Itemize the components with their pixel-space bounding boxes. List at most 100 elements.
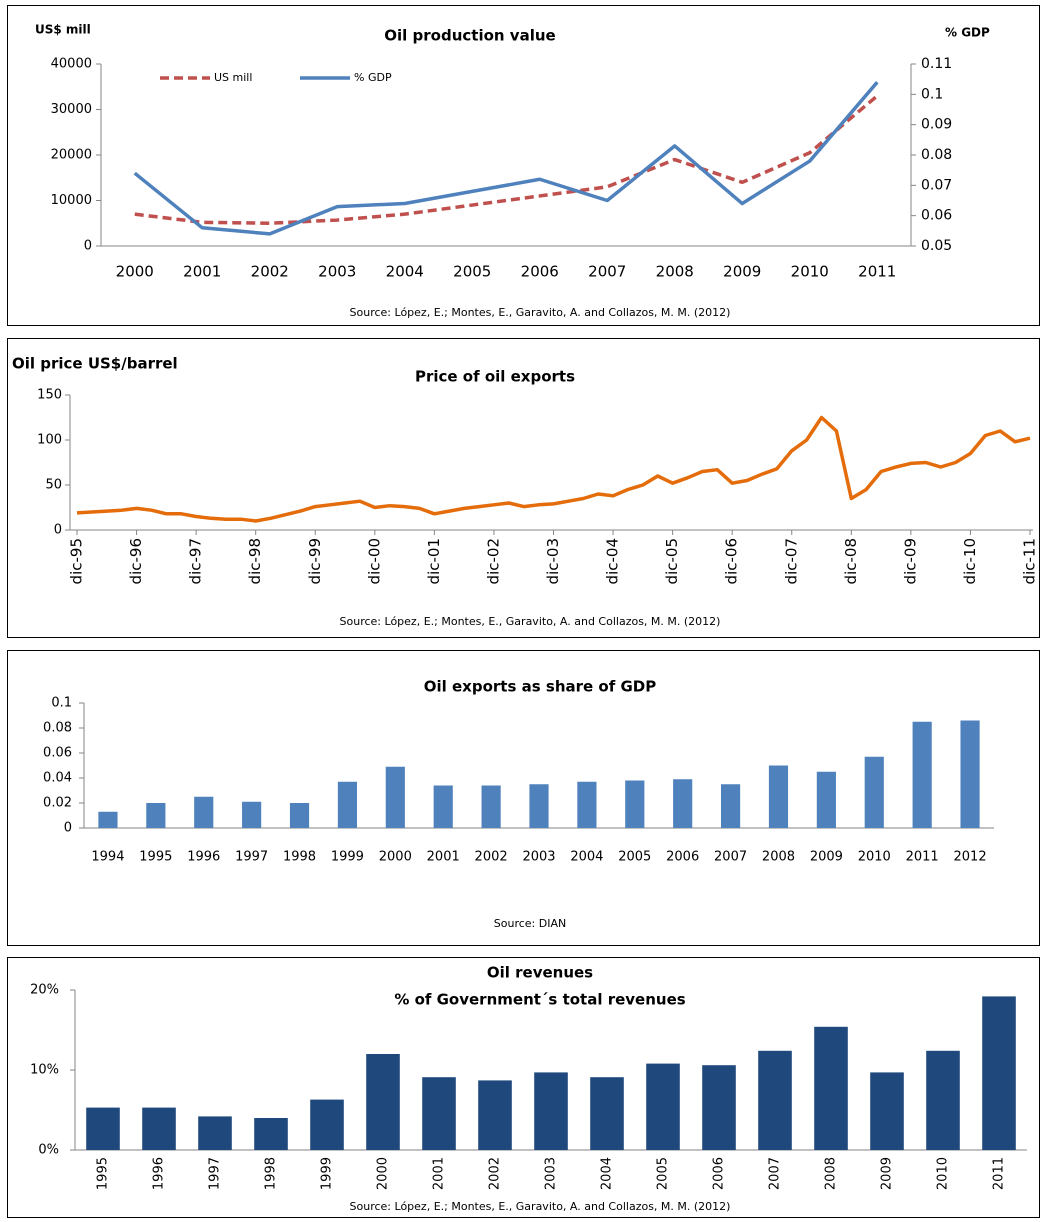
bar — [870, 1072, 904, 1150]
bar — [254, 1118, 288, 1150]
x-tick-label: dic-00 — [365, 538, 383, 584]
line — [76, 415, 1031, 523]
y-tick-label: 10000 — [51, 193, 92, 208]
y-axis-label: US$ mill — [35, 23, 91, 37]
x-tick-label: 2001 — [432, 1157, 447, 1190]
source: Source: López, E.; Montes, E., Garavito,… — [350, 306, 731, 319]
x-tick-label: dic-04 — [604, 538, 622, 584]
x-tick-label: dic-98 — [246, 538, 264, 584]
legend-label: US mill — [214, 71, 252, 84]
y-tick-label: 30000 — [51, 102, 92, 117]
x-tick-label: 2003 — [522, 850, 555, 865]
y2-tick-label: 0.06 — [921, 208, 952, 224]
y-tick-label: 0.1 — [51, 696, 72, 711]
bar — [982, 996, 1016, 1150]
x-tick-label: 2004 — [386, 263, 424, 281]
source: Source: López, E.; Montes, E., Garavito,… — [350, 1200, 731, 1213]
bar — [146, 803, 166, 828]
x-tick-label: 2003 — [318, 263, 356, 281]
x-tick-label: dic-05 — [663, 538, 681, 584]
x-tick-label: 2000 — [379, 850, 412, 865]
x-tick-label: 2001 — [183, 263, 221, 281]
x-tick-label: 2009 — [880, 1157, 895, 1190]
x-tick-label: 2011 — [858, 263, 896, 281]
x-tick-label: 2002 — [475, 850, 508, 865]
x-tick-label: 2001 — [427, 850, 460, 865]
y-tick-label: 0 — [54, 523, 62, 538]
bar — [814, 1026, 848, 1150]
x-tick-label: 2005 — [453, 263, 491, 281]
bar — [702, 1065, 736, 1150]
bar — [926, 1050, 960, 1150]
bar — [673, 779, 693, 828]
bar — [433, 785, 453, 828]
panel — [7, 5, 1040, 326]
x-tick-label: 2010 — [936, 1157, 951, 1190]
x-tick-label: 1998 — [283, 850, 316, 865]
y-tick-label: 50 — [45, 478, 62, 493]
bar — [98, 811, 118, 828]
x-tick-label: 2011 — [992, 1157, 1007, 1190]
x-tick-label: 2004 — [600, 1157, 615, 1190]
bar — [86, 1107, 120, 1150]
bar — [529, 784, 549, 828]
x-tick-label: dic-06 — [723, 538, 741, 584]
x-tick-label: dic-10 — [961, 538, 979, 584]
x-tick-label: dic-11 — [1021, 538, 1039, 584]
y-tick-label: 40000 — [51, 57, 92, 72]
bar — [198, 1116, 232, 1150]
x-tick-label: 2006 — [712, 1157, 727, 1190]
bar — [625, 780, 645, 828]
panel — [7, 957, 1040, 1218]
bar — [864, 756, 884, 828]
y-tick-label: 10% — [30, 1063, 59, 1078]
x-tick-label: 1995 — [139, 850, 172, 865]
x-tick-label: dic-01 — [425, 538, 443, 584]
y2-tick-label: 0.05 — [921, 238, 952, 254]
x-tick-label: 2009 — [810, 850, 843, 865]
x-tick-label: 2007 — [588, 263, 626, 281]
bar — [289, 803, 310, 828]
bar — [337, 781, 357, 828]
x-tick-label: 2012 — [954, 850, 987, 865]
chart-title: Oil exports as share of GDP — [424, 678, 656, 696]
x-tick-label: 1995 — [96, 1157, 111, 1190]
y2-tick-label: 0.07 — [921, 177, 952, 193]
x-tick-label: 2008 — [762, 850, 795, 865]
x-tick-label: 2006 — [666, 850, 699, 865]
x-tick-label: dic-02 — [484, 538, 502, 584]
bar — [534, 1072, 568, 1150]
bar — [646, 1063, 680, 1150]
bar — [816, 771, 836, 828]
x-tick-label: 1998 — [264, 1157, 279, 1190]
bar — [912, 721, 932, 828]
line — [133, 81, 879, 236]
bar — [478, 1080, 512, 1150]
x-tick-label: 2007 — [714, 850, 747, 865]
x-tick-label: dic-07 — [782, 538, 800, 584]
x-tick-label: 2007 — [768, 1157, 783, 1190]
x-tick-label: 2003 — [544, 1157, 559, 1190]
x-tick-label: 2006 — [521, 263, 559, 281]
x-tick-label: 2000 — [376, 1157, 391, 1190]
y-tick-label: 0.02 — [43, 796, 72, 811]
x-tick-label: dic-99 — [306, 538, 324, 584]
line — [134, 94, 879, 225]
y-tick-label: 150 — [37, 388, 62, 403]
y2-axis-label: % GDP — [945, 26, 990, 40]
chart-title: Oil production value — [384, 27, 555, 45]
chart-subtitle: % of Government´s total revenues — [394, 991, 685, 1009]
y2-tick-label: 0.1 — [921, 86, 943, 102]
x-tick-label: dic-95 — [68, 538, 86, 584]
source: Source: DIAN — [494, 917, 566, 930]
panel — [7, 338, 1040, 638]
bar — [366, 1054, 400, 1150]
x-tick-label: 1997 — [235, 850, 268, 865]
x-tick-label: 1996 — [152, 1157, 167, 1190]
x-tick-label: 2008 — [824, 1157, 839, 1190]
bar — [481, 785, 501, 828]
y-tick-label: 100 — [37, 433, 62, 448]
bar — [385, 766, 405, 828]
bar — [577, 781, 597, 828]
